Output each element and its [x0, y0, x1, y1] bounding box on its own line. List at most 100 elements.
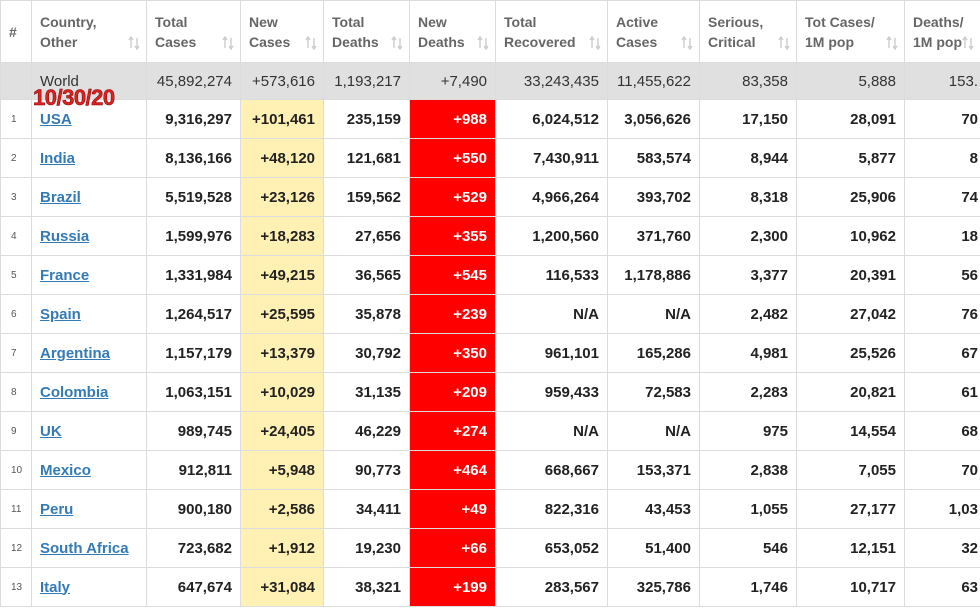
column-header[interactable]: New Deaths [409, 0, 496, 63]
column-header[interactable]: Active Cases [607, 0, 700, 63]
table-cell: 822,316 [495, 489, 608, 529]
table-cell: 83,358 [699, 62, 797, 100]
country-link[interactable]: France [40, 266, 90, 284]
table-cell: 6,024,512 [495, 99, 608, 139]
table-cell: 371,760 [607, 216, 700, 256]
header-text: Cases [616, 33, 658, 50]
table-cell: 20,391 [796, 255, 905, 295]
table-cell: N/A [495, 294, 608, 334]
table-cell: 4,981 [699, 333, 797, 373]
table-cell: Russia [31, 216, 147, 256]
table-cell: +209 [409, 372, 496, 412]
column-header[interactable]: Total Cases [146, 0, 241, 63]
table-cell: +464 [409, 450, 496, 490]
header-text: Other [40, 33, 78, 50]
country-link[interactable]: Peru [40, 500, 74, 518]
table-cell: 63 [904, 567, 980, 607]
table-cell: 1,200,560 [495, 216, 608, 256]
table-cell: 1,157,179 [146, 333, 241, 373]
sort-icon[interactable] [128, 36, 140, 50]
table-cell: 121,681 [323, 138, 410, 178]
country-link[interactable]: Brazil [40, 188, 81, 206]
table-cell: 32 [904, 528, 980, 568]
sort-icon[interactable] [222, 36, 234, 50]
table-cell: 1,063,151 [146, 372, 241, 412]
column-header[interactable]: Total Deaths [323, 0, 410, 63]
sort-icon[interactable] [391, 36, 403, 50]
table-cell: 2,482 [699, 294, 797, 334]
table-cell: 116,533 [495, 255, 608, 295]
table-cell: 5,888 [796, 62, 905, 100]
table-cell: 33,243,435 [495, 62, 608, 100]
table-cell: 25,906 [796, 177, 905, 217]
column-header[interactable]: New Cases [240, 0, 324, 63]
sort-icon[interactable] [886, 36, 898, 50]
table-cell: 1,599,976 [146, 216, 241, 256]
table-cell: 27,656 [323, 216, 410, 256]
table-row: 2 India 8,136,166 +48,120 121,681 +550 7,430,9… [0, 138, 980, 178]
table-cell: France [31, 255, 147, 295]
table-cell: 43,453 [607, 489, 700, 529]
country-link[interactable]: Russia [40, 227, 90, 245]
country-link[interactable]: Argentina [40, 344, 111, 362]
table-cell: 70 [904, 99, 980, 139]
header-text: Deaths [418, 33, 465, 50]
table-row: 5 France 1,331,984 +49,215 36,565 +545 116,533… [0, 255, 980, 295]
table-cell: 76 [904, 294, 980, 334]
sort-icon[interactable] [477, 36, 489, 50]
header-text: Tot Cases/ [805, 13, 875, 30]
sort-icon[interactable] [589, 36, 601, 50]
column-header[interactable]: Tot Cases/1M pop [796, 0, 905, 63]
country-link[interactable]: Spain [40, 305, 81, 323]
sort-icon[interactable] [962, 36, 974, 50]
table-cell: 1,193,217 [323, 62, 410, 100]
sort-icon[interactable] [681, 36, 693, 50]
column-header[interactable]: Country, Other [31, 0, 147, 63]
header-text: Deaths [332, 33, 379, 50]
column-header[interactable]: Total Recovered [495, 0, 608, 63]
table-cell: Brazil [31, 177, 147, 217]
table-cell: 46,229 [323, 411, 410, 451]
country-link[interactable]: Italy [40, 578, 71, 596]
table-cell: 9 [0, 411, 32, 451]
table-cell: 38,321 [323, 567, 410, 607]
table-cell: N/A [607, 411, 700, 451]
table-cell: Colombia [31, 372, 147, 412]
table-cell: 6 [0, 294, 32, 334]
table-cell: 1,03 [904, 489, 980, 529]
column-header[interactable]: Serious, Critical [699, 0, 797, 63]
column-header[interactable]: Deaths/1M pop [904, 0, 980, 63]
header-text: New [418, 13, 447, 30]
table-cell: 35,878 [323, 294, 410, 334]
table-cell: +573,616 [240, 62, 324, 100]
country-link[interactable]: India [40, 149, 76, 167]
table-cell: 1,178,886 [607, 255, 700, 295]
table-cell: 1,746 [699, 567, 797, 607]
table-row: 10 Mexico 912,811 +5,948 90,773 +464 668,667 15… [0, 450, 980, 490]
sort-icon[interactable] [778, 36, 790, 50]
table-cell: 12,151 [796, 528, 905, 568]
table-cell: 7,430,911 [495, 138, 608, 178]
table-cell: 61 [904, 372, 980, 412]
table-cell: 2,300 [699, 216, 797, 256]
sort-icon[interactable] [305, 36, 317, 50]
table-cell: 153,371 [607, 450, 700, 490]
country-link[interactable]: Colombia [40, 383, 109, 401]
country-link[interactable]: USA [40, 110, 72, 128]
table-cell: +66 [409, 528, 496, 568]
table-cell: 912,811 [146, 450, 241, 490]
table-cell: 9,316,297 [146, 99, 241, 139]
table-cell: +7,490 [409, 62, 496, 100]
table-cell: +1,912 [240, 528, 324, 568]
header-text: Total [155, 13, 188, 30]
table-cell: +101,461 [240, 99, 324, 139]
country-link[interactable]: South Africa [40, 539, 129, 557]
header-row: # Country, Other Total Cases New Cases Total Dea… [0, 0, 980, 63]
country-link[interactable]: UK [40, 422, 62, 440]
table-cell: 11 [0, 489, 32, 529]
country-link[interactable]: Mexico [40, 461, 91, 479]
table-cell: 67 [904, 333, 980, 373]
table-cell: 653,052 [495, 528, 608, 568]
table-cell: 900,180 [146, 489, 241, 529]
